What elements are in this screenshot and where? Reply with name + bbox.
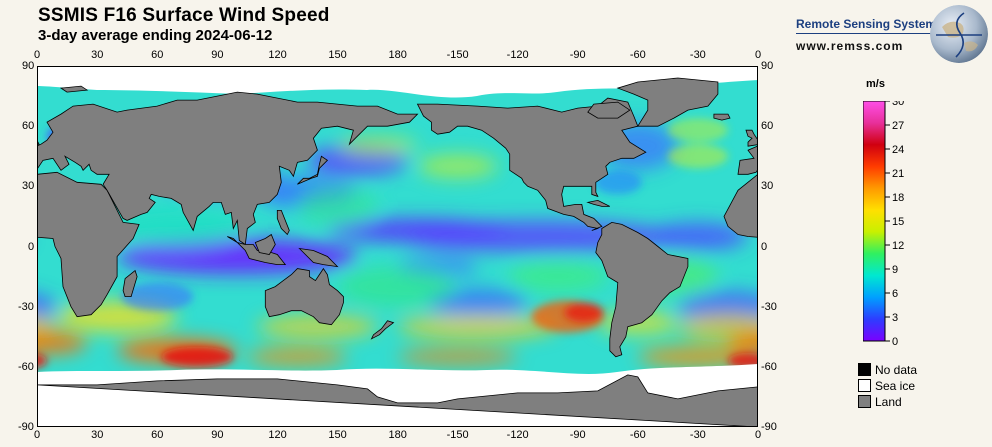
land-europe-asia xyxy=(737,145,758,175)
lon-tick-top: -60 xyxy=(629,49,646,61)
arctic-sea-ice xyxy=(37,66,758,98)
brand-url: www.remss.com xyxy=(796,39,904,53)
lon-tick-top: 0 xyxy=(755,49,762,61)
lat-tick-right: -90 xyxy=(761,421,777,433)
land-borneo xyxy=(254,233,276,255)
brand-name: Remote Sensing Systems xyxy=(796,17,943,31)
lon-tick-bottom: 0 xyxy=(34,429,41,441)
land-new-zealand xyxy=(370,320,395,340)
land-baffin xyxy=(587,101,631,119)
colorbar-tick-label: 0 xyxy=(892,336,898,345)
colorbar-tick-label: 30 xyxy=(892,101,904,108)
land-philippines xyxy=(276,209,290,236)
colorbar-unit-label: m/s xyxy=(866,78,885,90)
lon-tick-bottom: -150 xyxy=(446,429,469,441)
land-africa xyxy=(723,173,758,238)
land-africa xyxy=(37,171,140,318)
lon-tick-top: 180 xyxy=(388,49,407,61)
lon-tick-bottom: 150 xyxy=(328,429,347,441)
land-north-america xyxy=(416,97,647,231)
land-indonesia xyxy=(227,236,287,266)
lon-tick-bottom: 120 xyxy=(268,429,287,441)
lat-tick-left: 90 xyxy=(22,60,35,72)
land-australia xyxy=(264,267,344,326)
lon-tick-top: 60 xyxy=(151,49,164,61)
lon-tick-bottom: 60 xyxy=(151,429,164,441)
legend-label: Sea ice xyxy=(875,379,916,393)
lat-tick-right: 60 xyxy=(761,120,774,133)
lon-tick-top: -120 xyxy=(506,49,529,61)
colorbar-tick-label: 24 xyxy=(892,144,904,156)
lon-tick-bottom: 90 xyxy=(211,429,224,441)
land-greenland xyxy=(616,77,719,127)
lat-tick-right: -30 xyxy=(761,300,777,313)
land-madagascar xyxy=(122,269,138,298)
brand-divider xyxy=(796,33,932,34)
lon-tick-bottom: 180 xyxy=(388,429,407,441)
legend-label: No data xyxy=(875,363,918,377)
land-iceland xyxy=(713,113,731,121)
legend-item: Sea ice xyxy=(858,379,915,393)
lon-tick-bottom: 30 xyxy=(91,429,104,441)
land-masses xyxy=(37,77,758,427)
globe-icon xyxy=(930,5,988,63)
map-title: SSMIS F16 Surface Wind Speed xyxy=(38,5,330,26)
lat-tick-left: -60 xyxy=(18,360,34,373)
wind-speed-map xyxy=(37,66,758,427)
land-uk xyxy=(745,129,758,147)
legend-item: No data xyxy=(858,363,917,377)
lon-tick-top: 90 xyxy=(211,49,224,61)
lon-tick-bottom: -120 xyxy=(506,429,529,441)
colorbar-tick-label: 21 xyxy=(892,168,904,180)
lon-tick-bottom: -30 xyxy=(689,429,706,441)
lon-tick-top: 0 xyxy=(34,49,41,61)
lat-tick-left: 30 xyxy=(22,180,35,193)
lat-tick-left: 0 xyxy=(28,240,35,253)
legend-swatch xyxy=(858,363,871,376)
lon-tick-top: 150 xyxy=(328,49,347,61)
colorbar-tick-label: 9 xyxy=(892,264,898,276)
lon-tick-bottom: -60 xyxy=(629,429,646,441)
legend-swatch xyxy=(858,379,871,392)
lat-tick-right: 0 xyxy=(761,240,768,253)
lon-tick-top: -90 xyxy=(569,49,586,61)
lon-tick-top: -30 xyxy=(689,49,706,61)
land-antarctica xyxy=(37,374,758,427)
map-subtitle: 3-day average ending 2024-06-12 xyxy=(38,27,273,44)
lon-tick-top: -150 xyxy=(446,49,469,61)
colorbar-tick-label: 18 xyxy=(892,192,904,204)
legend-swatch xyxy=(858,395,871,408)
lon-tick-top: 120 xyxy=(268,49,287,61)
lon-tick-bottom: -90 xyxy=(569,429,586,441)
land-japan xyxy=(297,155,329,185)
colorbar-tick-label: 12 xyxy=(892,240,904,252)
land-new-guinea xyxy=(298,247,339,268)
colorbar-tick-label: 6 xyxy=(892,288,898,300)
colorbar-tick-label: 15 xyxy=(892,216,904,228)
lat-tick-left: -30 xyxy=(18,300,34,313)
legend-item: Land xyxy=(858,395,902,409)
land-cuba xyxy=(586,199,610,207)
lon-tick-bottom: 0 xyxy=(755,429,762,441)
lat-tick-right: 90 xyxy=(761,60,774,72)
legend-label: Land xyxy=(875,395,902,409)
land-svalbard-ish xyxy=(59,85,89,93)
land-europe-asia xyxy=(37,91,419,246)
lat-tick-left: -90 xyxy=(18,421,34,433)
colorbar-tick-label: 3 xyxy=(892,312,898,324)
colorbar-tick-label: 27 xyxy=(892,120,904,132)
lat-tick-right: -60 xyxy=(761,360,777,373)
land-south-america xyxy=(595,221,689,358)
lat-tick-left: 60 xyxy=(22,120,35,133)
lon-tick-top: 30 xyxy=(91,49,104,61)
lat-tick-right: 30 xyxy=(761,180,774,193)
